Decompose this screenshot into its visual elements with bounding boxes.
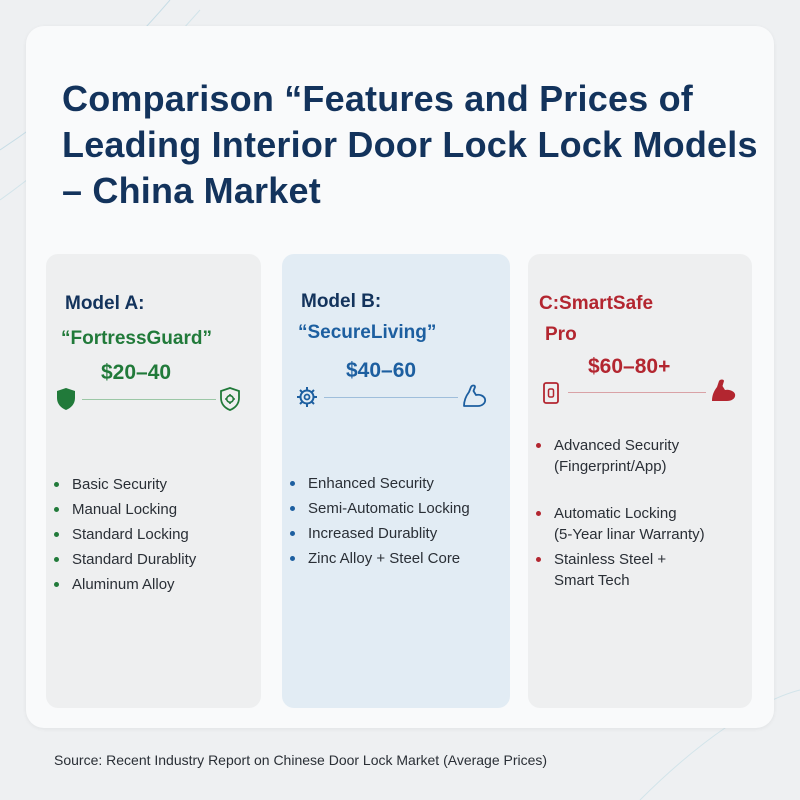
card-model-a-label: Model A: bbox=[65, 293, 145, 314]
feature-list: Advanced Security (Fingerprint/App) Auto… bbox=[534, 435, 705, 591]
list-item: Manual Locking bbox=[52, 497, 196, 522]
list-item: Advanced Security (Fingerprint/App) bbox=[534, 435, 705, 477]
smart-lock-icon bbox=[543, 382, 559, 404]
divider bbox=[568, 392, 706, 393]
card-model-b-label: Model B: bbox=[301, 291, 382, 312]
card-model-c-name: Pro bbox=[545, 324, 577, 345]
feature-list: Enhanced Security Semi-Automatic Locking… bbox=[288, 471, 470, 571]
divider bbox=[324, 397, 458, 398]
card-model-a-price: $20–40 bbox=[101, 361, 172, 384]
flexed-arm-icon bbox=[463, 384, 487, 407]
flexed-arm-icon bbox=[712, 379, 736, 401]
list-item: Automatic Locking (5-Year linar Warranty… bbox=[534, 503, 705, 545]
card-model-b: Model B: “SecureLiving” $40–60 Enhanced … bbox=[282, 254, 510, 708]
card-model-b-price: $40–60 bbox=[346, 359, 417, 382]
list-item: Basic Security bbox=[52, 472, 196, 497]
list-item: Enhanced Security bbox=[288, 471, 470, 496]
card-model-c-label: C:SmartSafe bbox=[539, 293, 654, 314]
shield-icon bbox=[57, 388, 75, 410]
list-item: Semi-Automatic Locking bbox=[288, 496, 470, 521]
card-model-c: C:SmartSafe Pro $60–80+ Advanced Securit… bbox=[528, 254, 752, 708]
list-item: Standard Locking bbox=[52, 522, 196, 547]
card-model-b-name: “SecureLiving” bbox=[298, 322, 437, 343]
card-model-a-name: “FortressGuard” bbox=[61, 328, 212, 349]
card-model-c-price: $60–80+ bbox=[588, 355, 671, 378]
list-item: Aluminum Alloy bbox=[52, 572, 196, 597]
list-item: Increased Durablity bbox=[288, 521, 470, 546]
source-note: Source: Recent Industry Report on Chines… bbox=[54, 752, 548, 768]
feature-list: Basic Security Manual Locking Standard L… bbox=[52, 472, 196, 597]
list-item: Stainless Steel + Smart Tech bbox=[534, 549, 705, 591]
page-title: Comparison “Features and Prices of Leadi… bbox=[62, 78, 758, 211]
card-model-a: Model A: “FortressGuard” $20–40 Basic Se… bbox=[46, 254, 261, 708]
divider bbox=[82, 399, 216, 400]
shield-gear-icon bbox=[220, 387, 240, 411]
list-item: Standard Durablity bbox=[52, 547, 196, 572]
gear-icon bbox=[297, 387, 317, 407]
list-item: Zinc Alloy + Steel Core bbox=[288, 546, 470, 571]
